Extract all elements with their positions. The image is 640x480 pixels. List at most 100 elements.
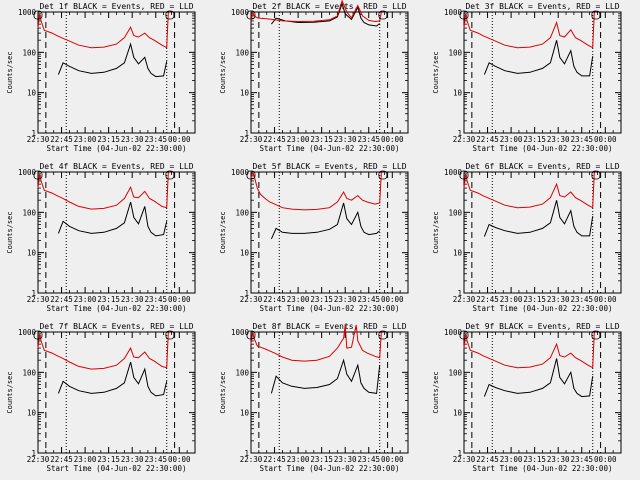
y-tick-label: 1000 <box>444 168 463 177</box>
series-line-events <box>483 358 594 398</box>
panel-title: Det 2f BLACK = Events, RED = LLD <box>252 2 406 11</box>
x-tick-label: 23:00 <box>500 455 523 464</box>
y-tick-label: 100 <box>448 48 462 57</box>
y-tick-label: 1 <box>244 449 249 458</box>
panel-det-5f: Det 5f BLACK = Events, RED = LLD 1 10 100 10… <box>219 162 409 313</box>
y-tick-label: 10 <box>453 249 463 258</box>
x-tick-label: 23:45 <box>570 455 593 464</box>
plot-frame <box>37 11 196 134</box>
y-tick-label: 1 <box>31 449 36 458</box>
y-axis-label: Counts/sec <box>219 51 227 93</box>
y-tick-label: 1 <box>457 449 462 458</box>
series-line-lld <box>250 0 384 23</box>
panel-det-6f: Det 6f BLACK = Events, RED = LLD 1 10 100 10… <box>432 162 622 313</box>
x-tick-label: 23:15 <box>97 135 120 144</box>
x-axis-label: Start Time (04-Jun-02 22:30:00) <box>260 144 400 153</box>
x-tick-label: 23:45 <box>570 295 593 304</box>
saa-marker-icon <box>378 170 388 180</box>
y-axis-label: Counts/sec <box>432 211 440 253</box>
x-tick-label: 22:30 <box>453 455 476 464</box>
y-tick-label: 10 <box>27 249 37 258</box>
x-tick-label: 23:15 <box>310 135 333 144</box>
y-tick-label: 1 <box>31 289 36 298</box>
saa-marker-icon <box>378 10 388 20</box>
series-line-events <box>57 361 168 397</box>
x-tick-label: 23:00 <box>500 135 523 144</box>
x-axis-label: Start Time (04-Jun-02 22:30:00) <box>473 144 613 153</box>
y-tick-label: 1 <box>244 129 249 138</box>
y-tick-label: 1000 <box>231 168 250 177</box>
x-axis-label: Start Time (04-Jun-02 22:30:00) <box>47 464 187 473</box>
y-tick-label: 10 <box>240 89 250 98</box>
y-tick-label: 100 <box>22 48 36 57</box>
series-line-lld <box>37 11 171 49</box>
panel-det-9f: Det 9f BLACK = Events, RED = LLD 1 10 100 10… <box>432 322 622 473</box>
x-tick-label: 23:30 <box>334 455 357 464</box>
saa-marker-icon <box>459 170 469 180</box>
y-tick-label: 10 <box>27 409 37 418</box>
y-tick-label: 100 <box>235 208 249 217</box>
x-tick-label: 23:15 <box>310 295 333 304</box>
y-tick-label: 100 <box>22 208 36 217</box>
panel-title: Det 8f BLACK = Events, RED = LLD <box>252 322 406 331</box>
x-tick-label: 23:15 <box>97 295 120 304</box>
x-tick-label: 23:00 <box>74 135 97 144</box>
panel-title: Det 5f BLACK = Events, RED = LLD <box>252 162 406 171</box>
plot-frame <box>463 171 622 294</box>
plot-frame <box>250 11 409 134</box>
saa-marker-icon <box>591 10 601 20</box>
panel-det-1f: Det 1f BLACK = Events, RED = LLD 1 10 100 10… <box>6 2 196 153</box>
x-tick-label: 22:45 <box>50 295 73 304</box>
x-tick-label: 22:45 <box>476 455 499 464</box>
x-tick-label: 22:45 <box>263 295 286 304</box>
saa-marker-icon <box>33 330 43 340</box>
saa-marker-icon <box>165 330 175 340</box>
x-tick-label: 23:30 <box>547 455 570 464</box>
y-axis-label: Counts/sec <box>219 211 227 253</box>
y-tick-label: 100 <box>235 368 249 377</box>
saa-marker-icon <box>246 170 256 180</box>
y-tick-label: 1000 <box>18 328 37 337</box>
x-tick-label: 00:00 <box>594 295 617 304</box>
panel-title: Det 9f BLACK = Events, RED = LLD <box>465 322 619 331</box>
x-tick-label: 00:00 <box>168 295 191 304</box>
x-tick-label: 23:45 <box>357 455 380 464</box>
series-line-events <box>270 358 381 394</box>
saa-marker-icon <box>246 330 256 340</box>
x-tick-label: 23:30 <box>334 295 357 304</box>
x-tick-label: 23:45 <box>144 295 167 304</box>
series-line-lld <box>37 171 171 210</box>
saa-marker-icon <box>33 170 43 180</box>
plot-frame <box>463 11 622 134</box>
series-line-events <box>270 202 381 240</box>
panel-title: Det 6f BLACK = Events, RED = LLD <box>465 162 619 171</box>
x-tick-label: 23:15 <box>523 135 546 144</box>
x-tick-label: 23:30 <box>121 295 144 304</box>
panel-det-3f: Det 3f BLACK = Events, RED = LLD 1 10 100 10… <box>432 2 622 153</box>
saa-marker-icon <box>165 170 175 180</box>
saa-marker-icon <box>246 10 256 20</box>
x-tick-label: 23:00 <box>74 295 97 304</box>
series-line-lld <box>463 11 597 49</box>
x-tick-label: 22:45 <box>476 295 499 304</box>
x-tick-label: 22:45 <box>476 135 499 144</box>
y-axis-label: Counts/sec <box>6 51 14 93</box>
x-tick-label: 22:30 <box>453 295 476 304</box>
saa-marker-icon <box>591 330 601 340</box>
x-tick-label: 22:45 <box>50 455 73 464</box>
y-tick-label: 1000 <box>18 8 37 17</box>
panel-title: Det 7f BLACK = Events, RED = LLD <box>39 322 193 331</box>
x-axis-label: Start Time (04-Jun-02 22:30:00) <box>473 304 613 313</box>
y-axis-label: Counts/sec <box>6 371 14 413</box>
x-axis-label: Start Time (04-Jun-02 22:30:00) <box>260 304 400 313</box>
y-tick-label: 10 <box>240 409 250 418</box>
x-tick-label: 23:15 <box>310 455 333 464</box>
x-tick-label: 23:00 <box>74 455 97 464</box>
series-line-lld <box>463 331 597 369</box>
y-tick-label: 1000 <box>231 328 250 337</box>
y-tick-label: 1000 <box>18 168 37 177</box>
x-axis-label: Start Time (04-Jun-02 22:30:00) <box>47 304 187 313</box>
y-tick-label: 10 <box>240 249 250 258</box>
saa-marker-icon <box>165 10 175 20</box>
x-tick-label: 23:30 <box>121 455 144 464</box>
